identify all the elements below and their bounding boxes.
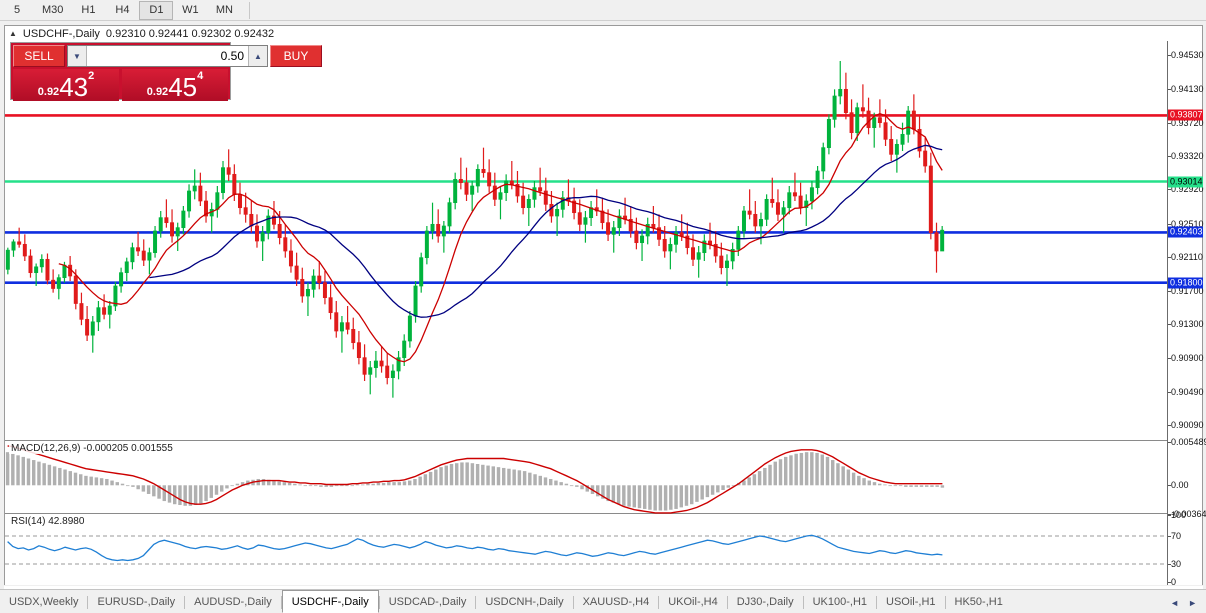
timeframe-button-h4[interactable]: H4: [115, 4, 130, 16]
sell-price-prefix: 0.92: [37, 86, 60, 98]
price-tick-label: 0.90900: [1168, 352, 1204, 363]
tab-divider: [802, 596, 804, 609]
sell-price-display[interactable]: 0.92 43 2: [13, 69, 119, 101]
price-tick-label: 0.90490: [1168, 386, 1204, 397]
price-tick-label: 0.94530: [1168, 50, 1204, 61]
chart-ohlc-label: 0.92310 0.92441 0.92302 0.92432: [105, 27, 275, 40]
chart-symbol-label: USDCHF-,Daily: [22, 27, 100, 40]
timeframe-button-w1[interactable]: W1: [182, 4, 199, 16]
collapse-arrow-icon[interactable]: ▲: [9, 29, 17, 38]
buy-price-prefix: 0.92: [146, 86, 169, 98]
chart-tab-ukoil-h4[interactable]: UKOil-,H4: [668, 596, 718, 608]
chart-tab-eurusd-daily[interactable]: EURUSD-,Daily: [97, 596, 176, 608]
price-level-badge[interactable]: 0.92403: [1168, 226, 1203, 238]
buy-price-sup: 4: [197, 70, 204, 82]
price-tick-label: 0.92110: [1168, 251, 1203, 262]
chart-tab-hk50-h1[interactable]: HK50-,H1: [954, 596, 1003, 608]
chart-header: ▲ USDCHF-,Daily 0.92310 0.92441 0.92302 …: [5, 26, 1202, 41]
chart-tab-uk100-h1[interactable]: UK100-,H1: [812, 596, 868, 608]
timeframe-toolbar: 5 M30 H1 H4 D1 W1 MN: [0, 0, 1206, 21]
chart-tab-usdchf-daily[interactable]: USDCHF-,Daily: [281, 590, 379, 613]
macd-pane[interactable]: MACD(12,26,9) -0.000205 0.001555: [5, 442, 1169, 514]
tab-scroll-right-icon[interactable]: ►: [1188, 598, 1197, 608]
volume-increase-icon[interactable]: ▲: [248, 46, 267, 66]
rsi-tick-label: 100: [1167, 510, 1187, 520]
tab-divider: [658, 596, 660, 609]
price-tick-label: 0.91300: [1168, 319, 1204, 330]
rsi-chart-svg: [5, 534, 1169, 565]
tab-divider: [726, 596, 728, 609]
price-level-badge[interactable]: 0.93807: [1168, 109, 1203, 121]
macd-label: MACD(12,26,9) -0.000205 0.001555: [9, 443, 175, 454]
tab-divider: [944, 596, 946, 609]
sell-price-big: 43: [59, 72, 89, 102]
rsi-tick-label: 70: [1167, 531, 1182, 541]
sell-button[interactable]: SELL: [13, 45, 65, 67]
price-chart-svg: [5, 61, 1169, 398]
trade-panel-price-row: 0.92 43 2 0.92 45 4: [13, 69, 228, 101]
chart-tab-usdcad-daily[interactable]: USDCAD-,Daily: [388, 596, 467, 608]
timeframe-button-mn[interactable]: MN: [215, 4, 233, 16]
tab-divider: [876, 596, 878, 609]
tab-divider: [378, 596, 380, 609]
price-tick-label: 0.92920: [1168, 184, 1204, 195]
price-tick-label: 0.90090: [1168, 420, 1204, 431]
rsi-tick-label: 0: [1167, 577, 1177, 587]
tab-scroll-left-icon[interactable]: ◄: [1170, 598, 1180, 608]
tab-divider: [280, 596, 282, 609]
buy-price-big: 45: [168, 72, 198, 102]
tab-divider: [184, 596, 186, 609]
volume-decrease-icon[interactable]: ▼: [68, 46, 87, 66]
price-tick-label: 0.92510: [1168, 218, 1204, 229]
macd-chart-svg: [5, 445, 945, 514]
chart-tab-usoil-h1[interactable]: USOil-,H1: [886, 596, 936, 608]
rsi-tick-label: 30: [1167, 559, 1182, 569]
timeframe-button-h1[interactable]: H1: [81, 4, 96, 16]
timeframe-button-m30[interactable]: M30: [42, 4, 64, 16]
macd-tick-label: 0.005489: [1168, 437, 1206, 447]
price-level-badge[interactable]: 0.91800: [1168, 277, 1203, 289]
timeframe-button-d1[interactable]: D1: [139, 0, 174, 20]
toolbar-divider: [249, 1, 251, 19]
sell-price-sup: 2: [88, 70, 95, 82]
tab-divider: [87, 596, 89, 609]
price-tick-label: 0.93720: [1168, 117, 1204, 128]
price-level-badge[interactable]: 0.93014: [1168, 176, 1203, 187]
chart-tab-usdcnh-daily[interactable]: USDCNH-,Daily: [485, 596, 564, 608]
price-tick-label: 0.93320: [1168, 151, 1204, 161]
buy-button[interactable]: BUY: [270, 45, 322, 67]
price-tick-label: 0.94130: [1168, 83, 1204, 94]
chart-tab-xauusd-h4[interactable]: XAUUSD-,H4: [582, 596, 650, 608]
buy-price-display[interactable]: 0.92 45 4: [122, 69, 228, 101]
tab-scroll-controls[interactable]: ◄ ►: [1170, 598, 1206, 613]
macd-tick-label: -0.00364: [1168, 509, 1206, 519]
chart-tab-dj30-daily[interactable]: DJ30-,Daily: [736, 596, 794, 608]
tab-divider: [475, 596, 477, 609]
chart-tab-bar: USDX,Weekly EURUSD-,Daily AUDUSD-,Daily USD…: [0, 589, 1206, 613]
chart-tab-audusd-daily[interactable]: AUDUSD-,Daily: [194, 596, 272, 608]
macd-tick-label: 0.00: [1168, 480, 1189, 491]
rsi-label: RSI(14) 42.8980: [9, 516, 87, 527]
chart-tab-usdx-weekly[interactable]: USDX,Weekly: [9, 596, 79, 608]
one-click-trade-panel: SELL ▼ ▲ BUY 0.92 43 2 0.92 45 4: [10, 42, 322, 101]
trade-panel-top-row: SELL ▼ ▲ BUY: [13, 45, 322, 67]
price-tick-label: 0.91700: [1168, 286, 1204, 296]
price-pane[interactable]: [5, 41, 1169, 441]
timeframe-button-5[interactable]: 5: [13, 4, 21, 16]
price-scale[interactable]: 0.94530 0.94130 0.93720 0.93320 0.92920 0.925…: [1167, 41, 1206, 587]
volume-stepper[interactable]: ▼ ▲: [67, 45, 268, 67]
volume-input[interactable]: [87, 46, 248, 66]
chart-window: ▲ USDCHF-,Daily 0.92310 0.92441 0.92302 …: [4, 25, 1206, 587]
tab-divider: [572, 596, 574, 609]
rsi-pane[interactable]: RSI(14) 42.8980: [5, 515, 1169, 585]
